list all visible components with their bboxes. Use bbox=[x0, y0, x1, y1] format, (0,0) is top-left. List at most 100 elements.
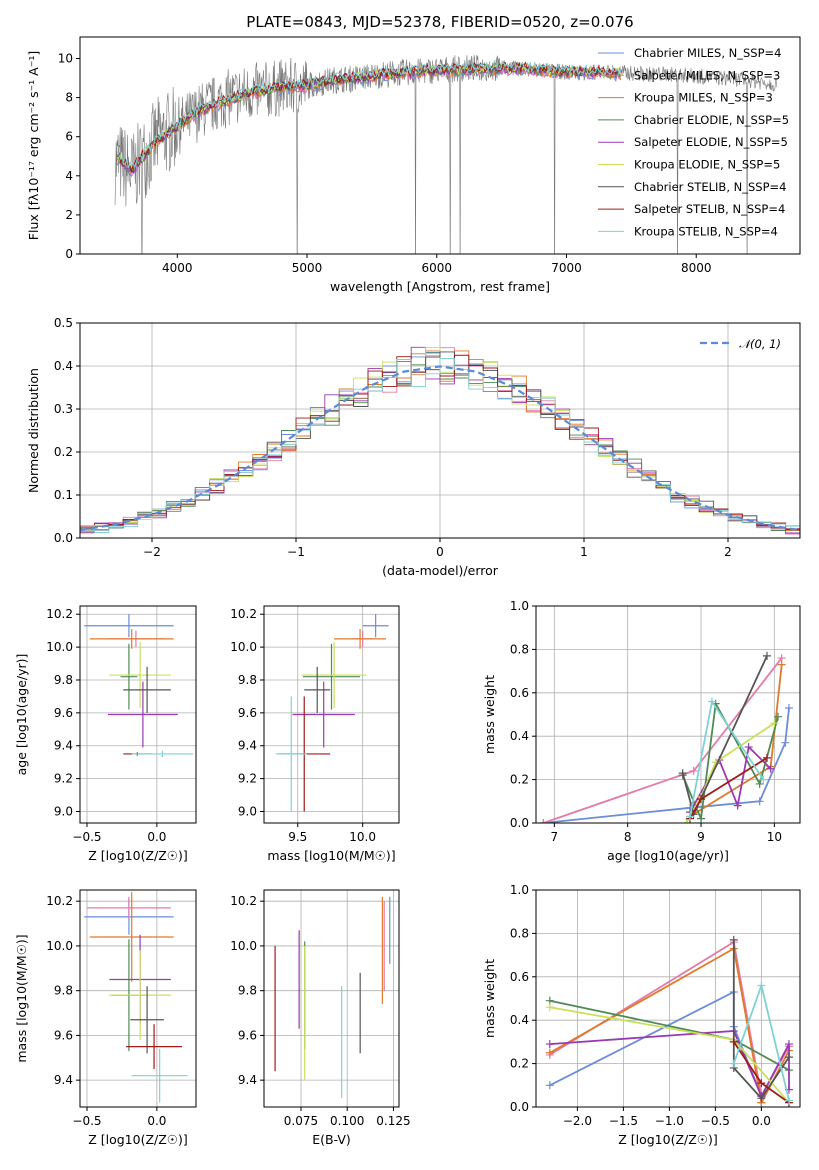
weight-point-marker bbox=[539, 819, 548, 823]
y-tick-label: 9.6 bbox=[54, 706, 73, 720]
legend-entry: Kroupa MILES, N_SSP=3 bbox=[634, 91, 773, 105]
plot-frame bbox=[79, 36, 801, 255]
y-tick-label: 9.4 bbox=[54, 739, 73, 753]
weight-point-marker bbox=[755, 779, 764, 788]
weight-point-marker bbox=[678, 769, 687, 778]
legend-entry: 𝒩(0, 1) bbox=[739, 337, 781, 351]
chart-title: PLATE=0843, MJD=52378, FIBERID=0520, z=0… bbox=[246, 13, 633, 31]
weight-point-marker bbox=[781, 738, 790, 747]
weight-point-marker bbox=[729, 1059, 738, 1068]
x-tick-label: 0.125 bbox=[376, 1114, 410, 1128]
y-tick-label: 1.0 bbox=[510, 599, 529, 613]
legend-entry: Kroupa ELODIE, N_SSP=5 bbox=[634, 158, 780, 172]
weight-point-marker bbox=[744, 743, 753, 752]
y-axis-label: mass weight bbox=[482, 959, 497, 1038]
y-tick-label: 10.0 bbox=[230, 640, 257, 654]
weight-point-marker bbox=[729, 1037, 738, 1046]
y-tick-label: 4 bbox=[65, 169, 73, 183]
y-tick-label: 9.8 bbox=[54, 984, 73, 998]
weight-series-line bbox=[685, 722, 775, 823]
y-tick-label: 10.2 bbox=[46, 894, 73, 908]
weight-point-marker bbox=[784, 1040, 793, 1049]
x-axis-label: mass [log10(M/M☉)] bbox=[267, 848, 395, 863]
plot-frame bbox=[263, 889, 400, 1108]
x-axis-label: age [log10(age/yr)] bbox=[607, 848, 729, 863]
legend-entry: Chabrier STELIB, N_SSP=4 bbox=[634, 180, 786, 194]
y-tick-label: 0.4 bbox=[510, 1013, 529, 1027]
y-tick-label: 0.8 bbox=[510, 926, 529, 940]
x-tick-label: 9 bbox=[697, 830, 705, 844]
x-tick-label: 0.0 bbox=[147, 830, 166, 844]
y-tick-label: 0.1 bbox=[54, 488, 73, 502]
weight-point-marker bbox=[708, 697, 716, 706]
weight-plot-area bbox=[539, 651, 793, 823]
x-axis-label: Z [log10(Z/Z☉)] bbox=[88, 848, 188, 863]
legend-entry: Chabrier MILES, N_SSP=4 bbox=[634, 46, 781, 60]
y-tick-label: 10 bbox=[58, 52, 73, 66]
x-tick-label: 9.5 bbox=[288, 830, 307, 844]
weight-plot-area bbox=[545, 935, 793, 1107]
y-tick-label: 0.2 bbox=[54, 445, 73, 459]
y-tick-label: 10.2 bbox=[46, 607, 73, 621]
weight-point-marker bbox=[770, 719, 779, 728]
plot-frame bbox=[263, 605, 400, 824]
spectrum-panel: PLATE=0843, MJD=52378, FIBERID=0520, z=0… bbox=[26, 13, 801, 294]
weight-panel: 7 8 9 10 0.0 0.2 0.4 0.6 0.8 1.0 age [log10(age/yr… bbox=[482, 599, 801, 863]
x-tick-label: 7 bbox=[551, 830, 559, 844]
weight-point-marker bbox=[545, 1003, 554, 1012]
histogram-plot-area bbox=[80, 346, 800, 535]
legend-entry: Chabrier ELODIE, N_SSP=5 bbox=[634, 113, 789, 127]
weight-series-line bbox=[732, 939, 790, 1100]
y-axis-label: Flux [fλ10⁻¹⁷ erg cm⁻² s⁻¹ A⁻¹] bbox=[26, 51, 41, 240]
y-axis-label: mass [log10(M/M☉)] bbox=[14, 934, 29, 1062]
legend-entry: Kroupa STELIB, N_SSP=4 bbox=[634, 224, 778, 238]
legend-entry: Salpeter ELODIE, N_SSP=5 bbox=[634, 135, 788, 149]
y-tick-label: 9.6 bbox=[238, 706, 257, 720]
x-tick-label: 0.100 bbox=[330, 1114, 364, 1128]
y-tick-label: 9.0 bbox=[238, 804, 257, 818]
x-tick-label: 7000 bbox=[551, 261, 582, 275]
x-tick-label: 0.0 bbox=[147, 1114, 166, 1128]
weight-point-marker bbox=[545, 1081, 554, 1090]
y-tick-label: 9.6 bbox=[238, 1028, 257, 1042]
plot-frame bbox=[79, 889, 197, 1108]
y-tick-label: 9.8 bbox=[238, 984, 257, 998]
y-tick-label: 0.3 bbox=[54, 402, 73, 416]
weight-point-marker bbox=[777, 660, 786, 669]
y-tick-label: 0.5 bbox=[54, 316, 73, 330]
weight-point-marker bbox=[757, 981, 766, 990]
errorbar-panel: 0.075 0.100 0.125 9.4 9.6 9.8 10.0 10.2 E(B-V) bbox=[230, 889, 411, 1147]
weight-point-marker bbox=[784, 1053, 793, 1062]
y-axis-label: age [log10(age/yr)] bbox=[14, 654, 29, 776]
x-axis-label: Z [log10(Z/Z☉)] bbox=[88, 1132, 188, 1147]
plot-frame bbox=[535, 889, 801, 1108]
y-tick-label: 10.2 bbox=[230, 894, 257, 908]
model-spectrum-line bbox=[117, 60, 621, 169]
weight-point-marker bbox=[784, 1096, 793, 1105]
x-tick-label: −0.5 bbox=[701, 1114, 730, 1128]
x-tick-label: 10 bbox=[767, 830, 782, 844]
x-tick-label: −0.5 bbox=[72, 830, 101, 844]
y-tick-label: 9.6 bbox=[54, 1028, 73, 1042]
legend-entry: Salpeter STELIB, N_SSP=4 bbox=[634, 202, 785, 216]
y-axis-label: mass weight bbox=[482, 675, 497, 754]
y-tick-label: 9.8 bbox=[54, 673, 73, 687]
x-tick-label: −1.0 bbox=[655, 1114, 684, 1128]
y-tick-label: 6 bbox=[65, 130, 73, 144]
errorbar-panel: −0.5 0.0 9.4 9.6 9.8 10.0 10.2 Z [log10(Z/Z☉)] m… bbox=[14, 889, 197, 1147]
x-tick-label: −1 bbox=[287, 545, 305, 559]
y-tick-label: 10.2 bbox=[230, 607, 257, 621]
y-tick-label: 0 bbox=[65, 247, 73, 261]
weight-point-marker bbox=[763, 753, 771, 762]
errorbar-plot-area bbox=[84, 614, 194, 758]
weight-point-marker bbox=[545, 1048, 554, 1057]
residual-histogram-step bbox=[80, 351, 800, 531]
x-tick-label: −2 bbox=[143, 545, 161, 559]
x-tick-label: 0.075 bbox=[284, 1114, 318, 1128]
errorbar-panel: −0.5 0.0 9.0 9.2 9.4 9.6 9.8 10.0 10.2 Z [log10(Z… bbox=[14, 605, 197, 863]
y-tick-label: 0.0 bbox=[510, 1100, 529, 1114]
weight-point-marker bbox=[686, 812, 694, 821]
weight-point-marker bbox=[757, 1094, 766, 1103]
weight-series-line bbox=[543, 707, 790, 823]
x-tick-label: 8 bbox=[624, 830, 632, 844]
